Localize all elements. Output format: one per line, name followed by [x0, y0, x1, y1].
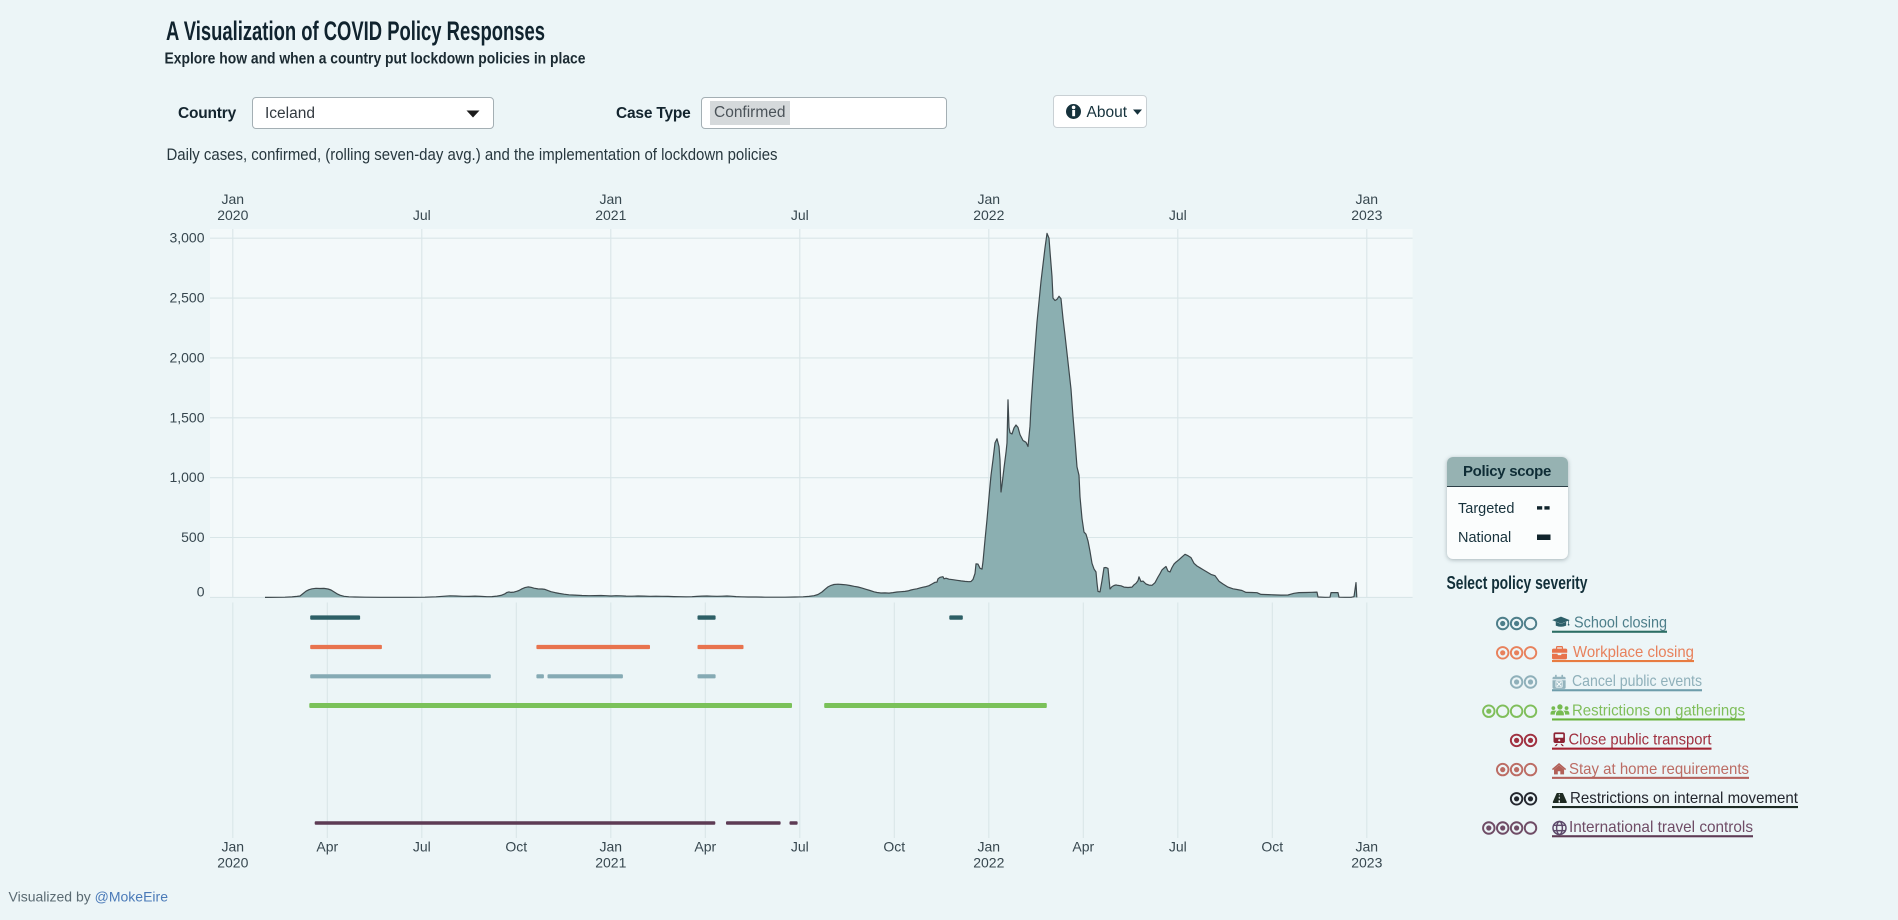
svg-text:Select policy severity: Select policy severity	[1447, 573, 1588, 593]
svg-text:Jan: Jan	[978, 839, 1001, 855]
svg-text:A Visualization of COVID Polic: A Visualization of COVID Policy Response…	[166, 16, 545, 46]
svg-text:Oct: Oct	[883, 839, 905, 855]
svg-text:Jan: Jan	[1356, 839, 1379, 855]
svg-text:Jul: Jul	[413, 839, 431, 855]
svg-text:Jan: Jan	[600, 191, 623, 207]
svg-text:2022: 2022	[973, 855, 1004, 871]
svg-text:Stay at home requirements: Stay at home requirements	[1569, 761, 1749, 778]
svg-text:2,000: 2,000	[169, 349, 204, 365]
svg-text:2021: 2021	[595, 207, 626, 223]
svg-text:Jan: Jan	[978, 191, 1001, 207]
svg-text:Explore how and when a country: Explore how and when a country put lockd…	[165, 51, 586, 68]
svg-text:3,000: 3,000	[169, 230, 204, 246]
svg-text:International travel controls: International travel controls	[1569, 819, 1753, 836]
svg-text:About: About	[1087, 104, 1128, 121]
svg-text:2022: 2022	[973, 207, 1004, 223]
svg-text:2023: 2023	[1351, 207, 1382, 223]
svg-text:1,000: 1,000	[169, 469, 204, 485]
svg-text:Daily cases, confirmed, (rolli: Daily cases, confirmed, (rolling seven-d…	[167, 145, 778, 164]
svg-text:2023: 2023	[1351, 855, 1382, 871]
svg-text:2020: 2020	[217, 855, 248, 871]
svg-text:Apr: Apr	[316, 839, 338, 855]
svg-text:1,500: 1,500	[169, 409, 204, 425]
svg-text:Cancel public events: Cancel public events	[1572, 673, 1702, 690]
svg-text:2020: 2020	[217, 207, 248, 223]
svg-text:Jul: Jul	[791, 207, 809, 223]
svg-text:Jan: Jan	[222, 191, 245, 207]
svg-text:Jan: Jan	[600, 839, 623, 855]
svg-text:Jul: Jul	[791, 839, 809, 855]
svg-text:Oct: Oct	[1261, 839, 1283, 855]
svg-text:Jul: Jul	[413, 207, 431, 223]
svg-text:Workplace closing: Workplace closing	[1573, 644, 1694, 661]
svg-text:2021: 2021	[595, 855, 626, 871]
svg-text:Visualized by @MokeEire: Visualized by @MokeEire	[9, 889, 169, 905]
svg-text:Jul: Jul	[1169, 207, 1187, 223]
svg-text:Apr: Apr	[1072, 839, 1094, 855]
svg-text:Jan: Jan	[222, 839, 245, 855]
svg-text:Restrictions on gatherings: Restrictions on gatherings	[1572, 702, 1745, 719]
svg-text:Oct: Oct	[505, 839, 527, 855]
svg-text:2,500: 2,500	[169, 290, 204, 306]
svg-text:0: 0	[197, 584, 205, 600]
svg-text:School closing: School closing	[1574, 615, 1667, 632]
svg-text:Jul: Jul	[1169, 839, 1187, 855]
svg-text:Apr: Apr	[694, 839, 716, 855]
svg-text:Jan: Jan	[1356, 191, 1379, 207]
svg-text:Close public transport: Close public transport	[1569, 732, 1713, 749]
svg-text:500: 500	[181, 529, 205, 545]
svg-text:Restrictions on internal movem: Restrictions on internal movement	[1570, 790, 1799, 807]
